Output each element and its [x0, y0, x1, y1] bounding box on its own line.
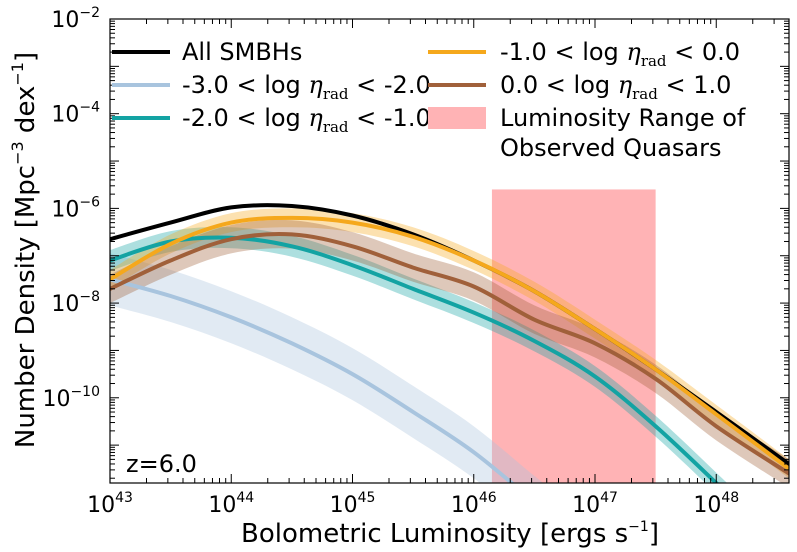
y-axis-label-sup1: −3	[8, 141, 27, 165]
legend-label-s1: -3.0 < log ηrad < -2.0	[182, 71, 431, 103]
legend-item-all: All SMBHs	[112, 38, 302, 66]
y-tick-label: 10−10	[42, 384, 100, 412]
legend-label-range-line2: Observed Quasars	[500, 134, 721, 162]
x-tick-label: 1047	[572, 490, 618, 518]
legend-item-s2: -2.0 < log ηrad < -1.0	[112, 104, 431, 136]
y-tick-label: 10−4	[51, 100, 100, 128]
y-axis-label: Number Density [Mpc−3 dex−1]	[8, 52, 41, 448]
x-axis-label-sup: −1	[628, 519, 649, 535]
y-tick-label: 10−6	[51, 194, 100, 222]
line-s4	[110, 232, 789, 476]
legend-label-range: Luminosity Range of	[500, 104, 746, 132]
redshift-label: z=6.0	[126, 450, 197, 478]
x-tick-label: 1045	[330, 490, 376, 518]
axis-ticks-layer: 1043 1044 1045 1046 1047 1048 10−2 10−4 10−6 10−8…	[42, 5, 789, 518]
y-axis-label-sup2: −1	[8, 62, 27, 86]
x-tick-label: 1043	[87, 490, 133, 518]
y-tick-label: 10−8	[51, 289, 100, 317]
band-s4	[110, 219, 789, 483]
legend-item-s4: 0.0 < log ηrad < 1.0	[428, 71, 731, 103]
legend-label-s3: -1.0 < log ηrad < 0.0	[500, 38, 740, 70]
line-s3	[110, 215, 789, 471]
x-tick-label: 1048	[693, 490, 739, 518]
legend-swatch-range	[428, 107, 486, 129]
legend-item-s3: -1.0 < log ηrad < 0.0	[428, 38, 740, 70]
x-axis-label-main: Bolometric Luminosity [ergs s	[241, 519, 628, 549]
y-axis-label-main: Number Density [Mpc	[11, 165, 41, 448]
x-tick-label: 1046	[451, 490, 497, 518]
plot-frame	[109, 18, 790, 484]
x-axis-label: Bolometric Luminosity [ergs s−1]	[241, 519, 659, 549]
legend-label-s2: -2.0 < log ηrad < -1.0	[182, 104, 431, 136]
x-tick-label: 1044	[208, 490, 254, 518]
band-s3	[110, 208, 789, 479]
legend: All SMBHs -3.0 < log ηrad < -2.0-2.0 < lo…	[112, 38, 746, 162]
line-s1	[110, 277, 515, 483]
x-axis-label-end: ]	[649, 519, 659, 549]
y-tick-label: 10−2	[51, 5, 100, 33]
legend-label-all: All SMBHs	[182, 38, 302, 66]
legend-label-s4: 0.0 < log ηrad < 1.0	[500, 71, 731, 103]
legend-item-s1: -3.0 < log ηrad < -2.0	[112, 71, 431, 103]
y-axis-label-mid: dex	[11, 86, 41, 142]
y-axis-label-end: ]	[11, 52, 41, 62]
series-lines-layer	[110, 203, 789, 483]
